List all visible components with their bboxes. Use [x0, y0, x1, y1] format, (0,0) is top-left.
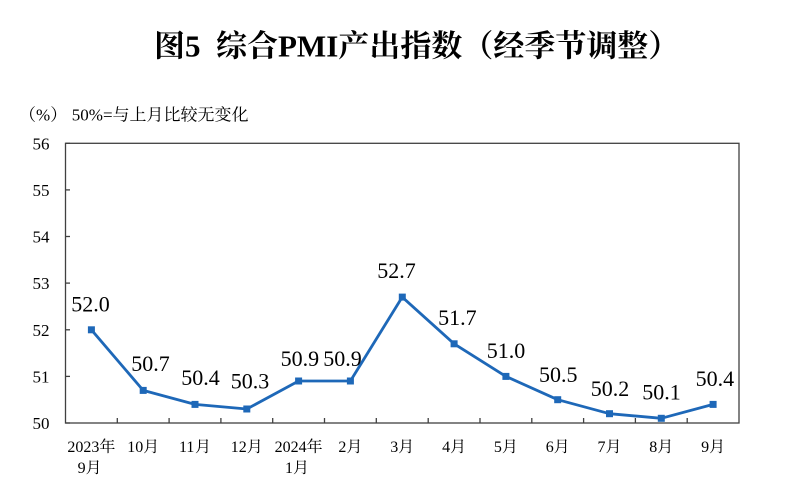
svg-text:2: 2	[338, 439, 346, 456]
svg-text:2024: 2024	[275, 439, 307, 456]
svg-text:50.1: 50.1	[642, 380, 681, 405]
svg-text:9: 9	[78, 460, 86, 477]
svg-text:4: 4	[442, 439, 450, 456]
svg-text:56: 56	[33, 134, 50, 153]
svg-text:55: 55	[33, 181, 50, 200]
svg-text:51.0: 51.0	[487, 338, 526, 363]
svg-text:5: 5	[185, 29, 201, 64]
svg-text:53: 53	[33, 274, 50, 293]
svg-text:50.5: 50.5	[539, 362, 578, 387]
svg-text:9: 9	[701, 439, 709, 456]
svg-text:5: 5	[494, 439, 502, 456]
svg-text:11: 11	[179, 439, 194, 456]
svg-text:50.4: 50.4	[696, 366, 735, 391]
svg-text:3: 3	[390, 439, 398, 456]
svg-text:50: 50	[33, 414, 50, 433]
svg-text:50.3: 50.3	[231, 369, 269, 394]
svg-text:50.9: 50.9	[323, 346, 362, 371]
svg-text:2023: 2023	[67, 439, 99, 456]
svg-text:54: 54	[33, 228, 51, 247]
svg-text:51: 51	[33, 367, 50, 386]
svg-text:50%=: 50%=	[72, 106, 113, 125]
svg-text:51.7: 51.7	[438, 305, 477, 330]
svg-text:50.7: 50.7	[131, 351, 170, 376]
svg-text:PMI: PMI	[278, 29, 338, 64]
svg-text:8: 8	[649, 439, 657, 456]
svg-text:52.0: 52.0	[71, 292, 110, 317]
svg-text:12: 12	[231, 439, 247, 456]
svg-text:52.7: 52.7	[377, 258, 416, 283]
svg-text:%: %	[36, 106, 50, 125]
svg-text:50.4: 50.4	[181, 365, 220, 390]
svg-text:6: 6	[546, 439, 554, 456]
svg-text:50.9: 50.9	[281, 346, 320, 371]
svg-text:50.2: 50.2	[591, 376, 630, 401]
svg-text:10: 10	[127, 439, 143, 456]
svg-text:1: 1	[285, 460, 293, 477]
svg-text:52: 52	[33, 321, 50, 340]
svg-text:7: 7	[598, 439, 606, 456]
